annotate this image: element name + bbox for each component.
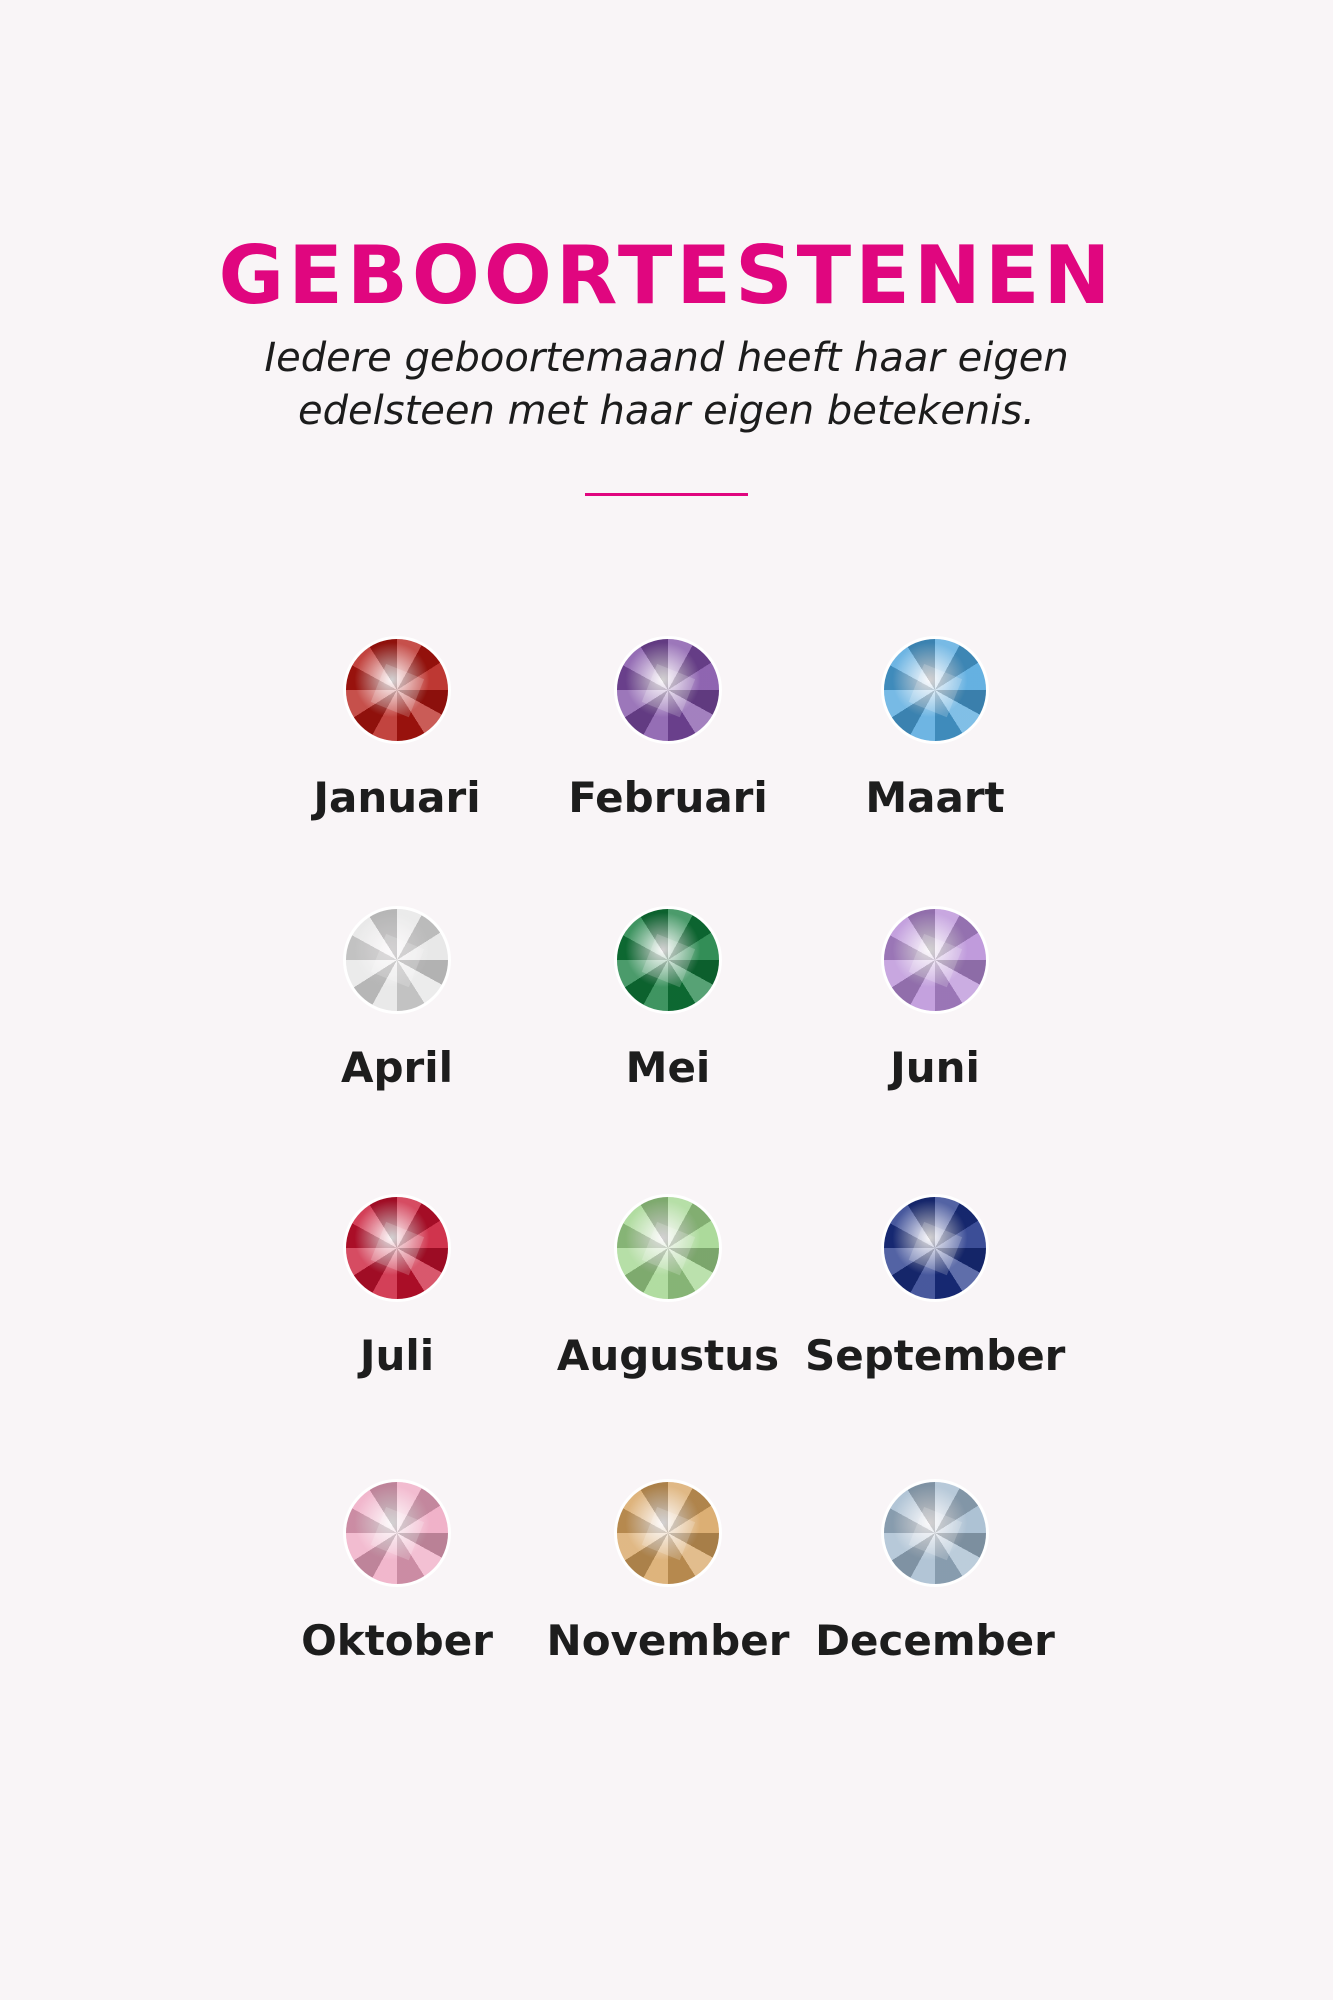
month-item-april: April — [267, 909, 527, 1089]
month-item-januari: Januari — [267, 639, 527, 819]
month-label: Mei — [625, 1043, 711, 1092]
month-label: Februari — [568, 773, 768, 822]
gem-icon — [617, 909, 719, 1011]
gem-icon — [617, 1197, 719, 1299]
month-item-augustus: Augustus — [538, 1197, 798, 1377]
subtitle-line-2: edelsteen met haar eigen betekenis. — [298, 388, 1035, 434]
month-item-december: December — [805, 1482, 1065, 1662]
month-label: April — [340, 1043, 454, 1092]
subtitle: Iedere geboortemaand heeft haar eigen ed… — [0, 332, 1333, 438]
subtitle-line-1: Iedere geboortemaand heeft haar eigen — [264, 335, 1069, 381]
gem-icon — [617, 639, 719, 741]
page-title: GEBOORTESTENEN — [218, 229, 1115, 322]
month-item-juli: Juli — [267, 1197, 527, 1377]
month-item-maart: Maart — [805, 639, 1065, 819]
gem-icon — [346, 1482, 448, 1584]
month-label: Juni — [890, 1043, 980, 1092]
month-label: Augustus — [556, 1331, 780, 1380]
gem-icon — [346, 639, 448, 741]
month-label: Oktober — [301, 1616, 493, 1665]
month-label: Maart — [865, 773, 1005, 822]
month-item-november: November — [538, 1482, 798, 1662]
month-item-juni: Juni — [805, 909, 1065, 1089]
month-label: Juli — [359, 1331, 435, 1380]
gem-icon — [346, 909, 448, 1011]
gem-icon — [346, 1197, 448, 1299]
gem-icon — [884, 1197, 986, 1299]
month-label: September — [805, 1331, 1066, 1380]
gem-icon — [884, 909, 986, 1011]
month-item-september: September — [805, 1197, 1065, 1377]
month-label: Januari — [313, 773, 481, 822]
month-item-oktober: Oktober — [267, 1482, 527, 1662]
gem-icon — [884, 639, 986, 741]
gem-icon — [617, 1482, 719, 1584]
gem-icon — [884, 1482, 986, 1584]
divider — [585, 493, 748, 496]
month-item-februari: Februari — [538, 639, 798, 819]
month-item-mei: Mei — [538, 909, 798, 1089]
month-label: December — [815, 1616, 1055, 1665]
month-label: November — [546, 1616, 790, 1665]
